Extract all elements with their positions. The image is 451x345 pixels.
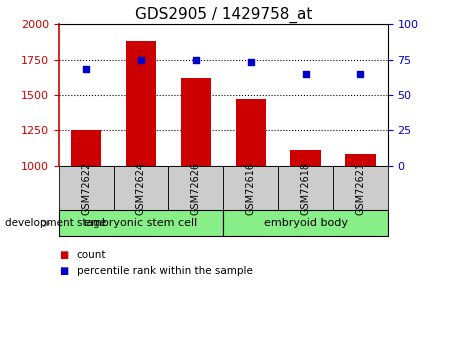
Text: GSM72622: GSM72622: [81, 161, 91, 215]
Text: GSM72618: GSM72618: [300, 161, 311, 215]
Text: development stage: development stage: [5, 218, 106, 228]
Text: embryonic stem cell: embryonic stem cell: [84, 218, 198, 228]
Point: [247, 60, 254, 65]
Text: GSM72616: GSM72616: [246, 161, 256, 215]
Bar: [126, 41, 156, 166]
Point: [302, 71, 309, 77]
Bar: [345, 154, 376, 166]
Bar: [290, 150, 321, 166]
Title: GDS2905 / 1429758_at: GDS2905 / 1429758_at: [134, 7, 312, 23]
Point: [138, 57, 145, 62]
Bar: [235, 99, 266, 166]
Bar: [71, 130, 101, 166]
Text: ■: ■: [59, 250, 68, 260]
Text: GSM72624: GSM72624: [136, 161, 146, 215]
Text: GSM72621: GSM72621: [355, 161, 365, 215]
Text: count: count: [77, 250, 106, 260]
Point: [192, 57, 199, 62]
Text: ■: ■: [59, 266, 68, 276]
Point: [357, 71, 364, 77]
Text: percentile rank within the sample: percentile rank within the sample: [77, 266, 253, 276]
Point: [83, 67, 90, 72]
Text: GSM72626: GSM72626: [191, 161, 201, 215]
Text: embryoid body: embryoid body: [263, 218, 348, 228]
Bar: [181, 78, 211, 166]
